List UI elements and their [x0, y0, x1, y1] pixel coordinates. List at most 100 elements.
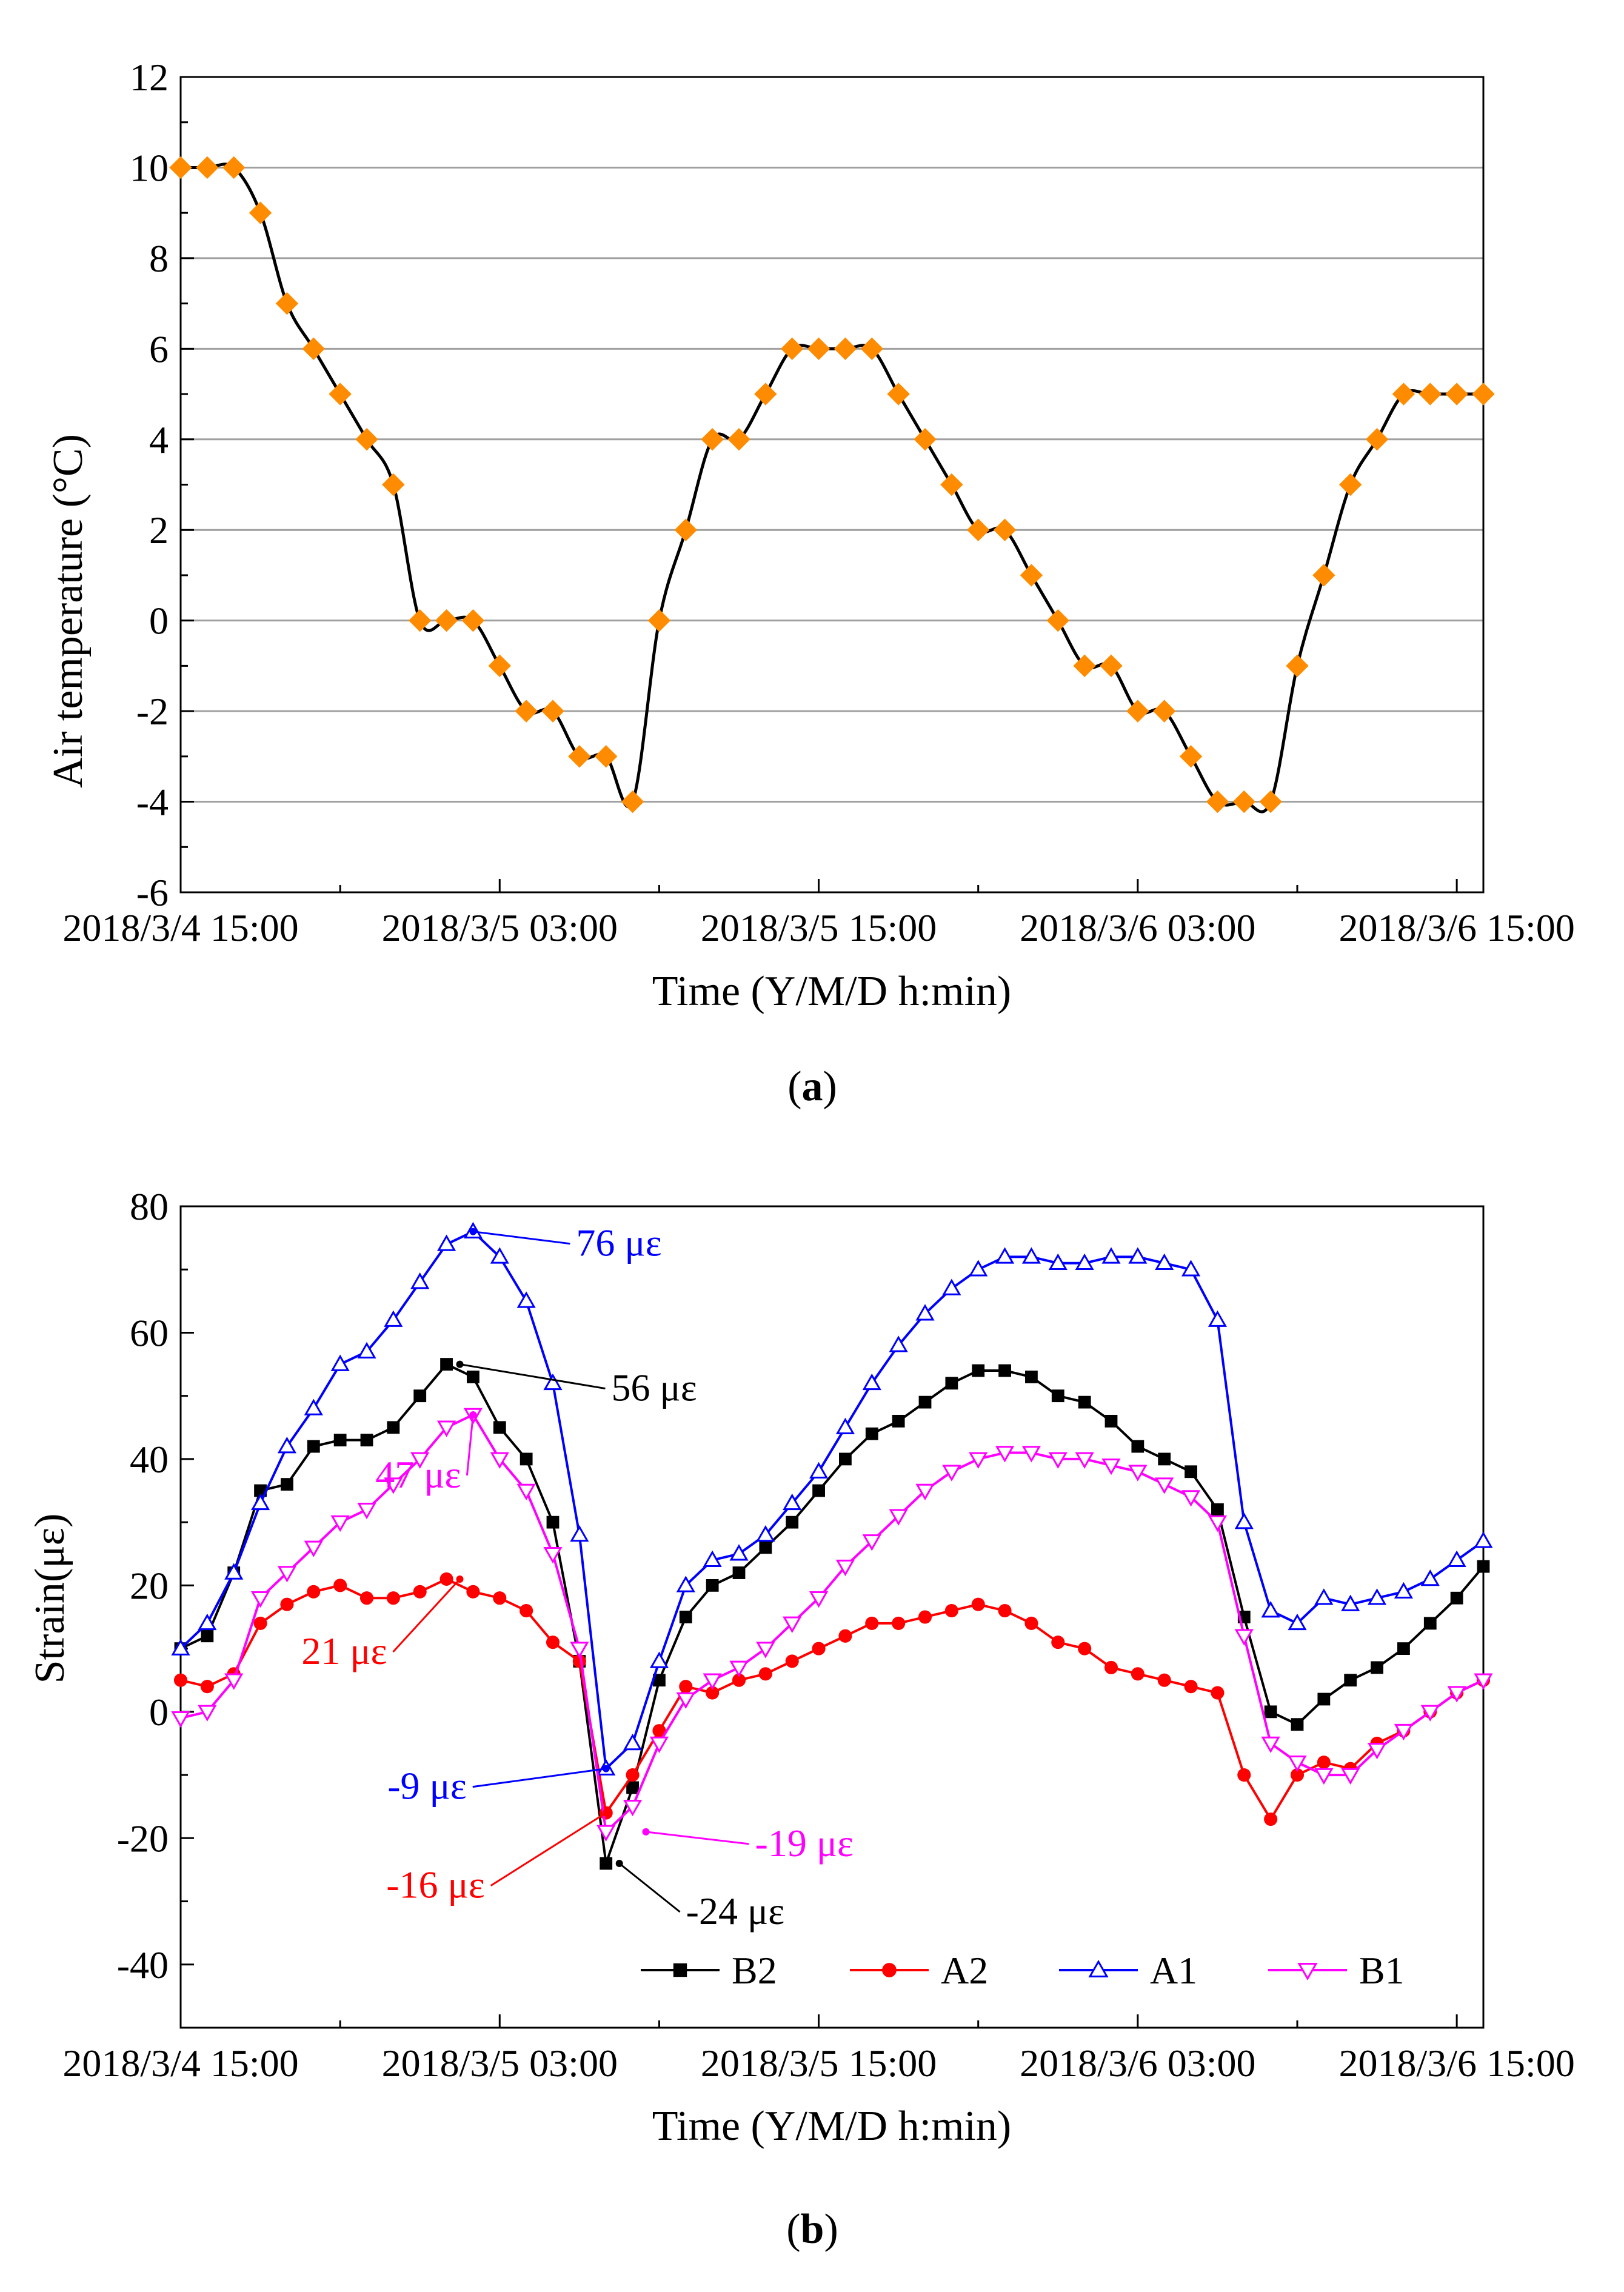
data-point	[568, 745, 591, 768]
data-point	[626, 1781, 639, 1794]
data-point	[1341, 1594, 1360, 1611]
data-point	[1046, 609, 1069, 632]
data-point	[1234, 1512, 1254, 1529]
data-point	[998, 1364, 1011, 1377]
data-point	[330, 1515, 350, 1532]
data-point	[409, 609, 432, 632]
data-point	[732, 1673, 746, 1687]
series-a2	[173, 1572, 1491, 1826]
data-point	[786, 1515, 799, 1529]
data-point	[467, 1371, 480, 1383]
panel-b-caption: (b)	[786, 2206, 838, 2253]
legend-label: B1	[1359, 1949, 1405, 1992]
data-point	[1075, 1253, 1094, 1271]
data-point	[461, 609, 485, 632]
series-a1	[171, 1221, 1493, 1776]
data-point	[918, 1610, 932, 1624]
data-point	[649, 1736, 669, 1753]
data-point	[1155, 1253, 1174, 1271]
data-point	[703, 1550, 722, 1567]
data-point	[812, 1642, 826, 1656]
data-point	[1314, 1588, 1334, 1605]
data-point	[1314, 1768, 1334, 1785]
annotation-arrowhead	[602, 1809, 610, 1817]
data-point	[621, 790, 644, 814]
data-point	[809, 1591, 829, 1608]
legend-marker	[882, 1963, 897, 1977]
data-point	[488, 654, 511, 678]
data-point	[1126, 700, 1149, 723]
annotation-arrow	[392, 1578, 461, 1652]
data-point	[942, 1465, 961, 1482]
data-point	[1131, 1440, 1144, 1453]
data-point	[915, 1483, 935, 1501]
data-point	[435, 609, 458, 632]
data-point	[329, 383, 352, 406]
data-point	[1339, 473, 1362, 496]
y-tick-label: 0	[149, 1691, 169, 1734]
data-point	[1208, 1515, 1228, 1532]
data-point	[785, 1654, 799, 1668]
data-point	[623, 1799, 643, 1817]
data-point	[1420, 1705, 1440, 1722]
data-point	[171, 1711, 190, 1728]
y-tick-label: 8	[149, 237, 169, 280]
data-point	[1423, 1617, 1437, 1630]
data-point	[570, 1642, 589, 1659]
data-point	[520, 1452, 533, 1466]
y-tick-label: -20	[117, 1817, 169, 1860]
data-point	[1367, 1743, 1387, 1760]
data-point	[200, 1680, 214, 1694]
data-point	[169, 156, 192, 179]
data-point	[307, 1585, 321, 1599]
annotation-arrowhead	[469, 1411, 477, 1418]
data-point	[413, 1585, 427, 1599]
y-tick-label: 0	[149, 600, 169, 643]
data-point	[703, 1673, 722, 1690]
data-point	[439, 1572, 453, 1586]
data-point	[969, 1260, 988, 1277]
data-point	[515, 700, 538, 723]
x-tick-label: 2018/3/5 15:00	[701, 2042, 937, 2085]
legend-label: A1	[1150, 1949, 1197, 1992]
panel-a-chart: -6 -4 -2 0 2 4 6 8 10 12 2018/3/4 15:00 2018/3/5 03…	[45, 56, 1575, 1110]
data-point	[995, 1247, 1015, 1264]
data-point	[493, 1421, 506, 1434]
data-point	[1104, 1660, 1118, 1674]
data-point	[386, 1591, 400, 1605]
annotation-label: -19 με	[755, 1822, 854, 1865]
panel-a-ylabel: Air temperature (°C)	[45, 434, 92, 788]
y-tick-label: 6	[149, 327, 169, 370]
legend-label: A2	[941, 1949, 988, 1992]
y-tick-label: 80	[130, 1185, 169, 1228]
data-point	[1206, 790, 1229, 814]
data-point	[490, 1452, 509, 1469]
data-point	[1211, 1686, 1225, 1700]
annotation-arrow	[490, 1812, 607, 1886]
data-point	[222, 156, 246, 179]
data-point	[224, 1563, 244, 1580]
data-point	[649, 1651, 669, 1668]
data-point	[1371, 1661, 1383, 1674]
y-tick-label: 10	[130, 146, 169, 189]
data-point	[865, 1616, 879, 1630]
data-point	[892, 1616, 906, 1630]
data-point	[1024, 1616, 1038, 1630]
annotation-label: 47 με	[375, 1453, 461, 1496]
data-point	[653, 1674, 666, 1687]
panel-b-xlabel: Time (Y/M/D h:min)	[652, 2103, 1011, 2150]
series-line	[179, 1230, 1485, 1771]
data-point	[1078, 1642, 1092, 1656]
data-point	[1420, 1569, 1440, 1586]
legend-marker	[673, 1963, 687, 1977]
data-point	[1155, 1477, 1174, 1494]
data-point	[838, 1629, 852, 1643]
data-point	[1179, 745, 1203, 768]
y-tick-label: -40	[117, 1943, 169, 1986]
data-point	[436, 1234, 456, 1251]
data-point	[807, 337, 830, 361]
annotation-arrowhead	[469, 1228, 477, 1235]
y-tick-label: -2	[136, 690, 169, 733]
data-point	[679, 1680, 693, 1694]
data-point	[706, 1579, 719, 1592]
